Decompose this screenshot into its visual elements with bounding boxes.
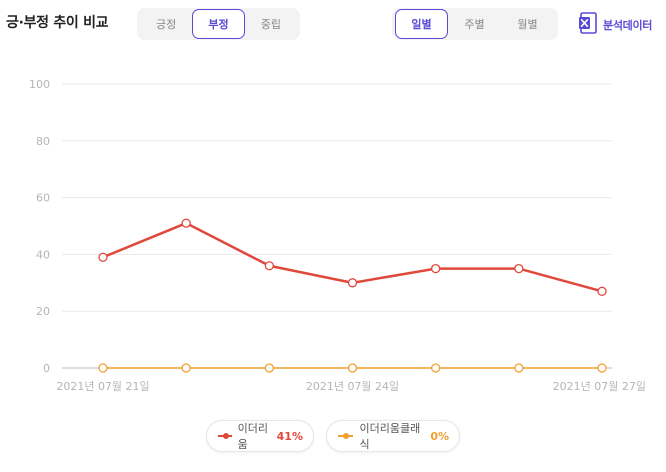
y-tick-label: 40 xyxy=(36,248,50,261)
legend-marker-icon xyxy=(338,433,354,439)
data-point xyxy=(514,363,524,373)
data-point xyxy=(264,261,274,271)
x-tick-label: 2021년 07월 24일 xyxy=(306,379,399,393)
tab-positive[interactable]: 긍정 xyxy=(156,18,177,31)
period-toggle: 일별 주별 월별 xyxy=(392,8,558,40)
tab-neutral[interactable]: 중립 xyxy=(260,18,281,31)
data-point xyxy=(264,363,274,373)
data-point xyxy=(597,363,607,373)
legend-marker-icon xyxy=(218,433,232,439)
export-data-button[interactable]: 분석데이터 xyxy=(578,12,652,38)
data-point xyxy=(347,278,358,288)
data-point xyxy=(347,363,358,373)
y-tick-label: 100 xyxy=(29,78,50,91)
x-tick-label: 2021년 07월 21일 xyxy=(56,379,149,393)
page-title: 긍·부정 추이 비교 xyxy=(6,15,109,31)
data-point xyxy=(431,363,441,373)
data-point xyxy=(597,286,607,296)
export-label: 분석데이터 xyxy=(603,19,653,32)
y-tick-label: 80 xyxy=(36,135,50,148)
legend-label: 이더리움 xyxy=(237,422,269,451)
y-tick-label: 60 xyxy=(36,192,50,205)
data-point xyxy=(98,252,108,262)
y-tick-label: 20 xyxy=(36,305,50,318)
legend-percent: 41% xyxy=(276,429,303,443)
x-tick-label: 2021년 07월 27일 xyxy=(553,379,646,393)
legend-percent: 0% xyxy=(430,429,449,443)
tab-weekly[interactable]: 주별 xyxy=(464,18,485,31)
legend-label: 이더리움클래식 xyxy=(359,422,421,451)
tab-monthly[interactable]: 월별 xyxy=(517,18,538,31)
data-point xyxy=(181,218,191,228)
tab-negative[interactable]: 부정 xyxy=(192,9,245,39)
sentiment-toggle: 긍정 부정 중립 xyxy=(137,8,300,40)
data-point xyxy=(431,263,441,274)
legend-item-ethereum-classic[interactable]: 이더리움클래식 0% xyxy=(326,420,460,452)
data-point xyxy=(98,363,108,373)
legend-item-ethereum[interactable]: 이더리움 41% xyxy=(206,420,314,452)
y-tick-label: 0 xyxy=(43,362,50,375)
data-point xyxy=(181,363,191,373)
excel-icon xyxy=(578,12,598,38)
line-chart: 0 20 40 60 80 100 2021년 07월 21일 2021년 07월 24일 20… xyxy=(29,78,646,393)
tab-daily[interactable]: 일별 xyxy=(395,9,448,39)
data-point xyxy=(514,263,524,274)
